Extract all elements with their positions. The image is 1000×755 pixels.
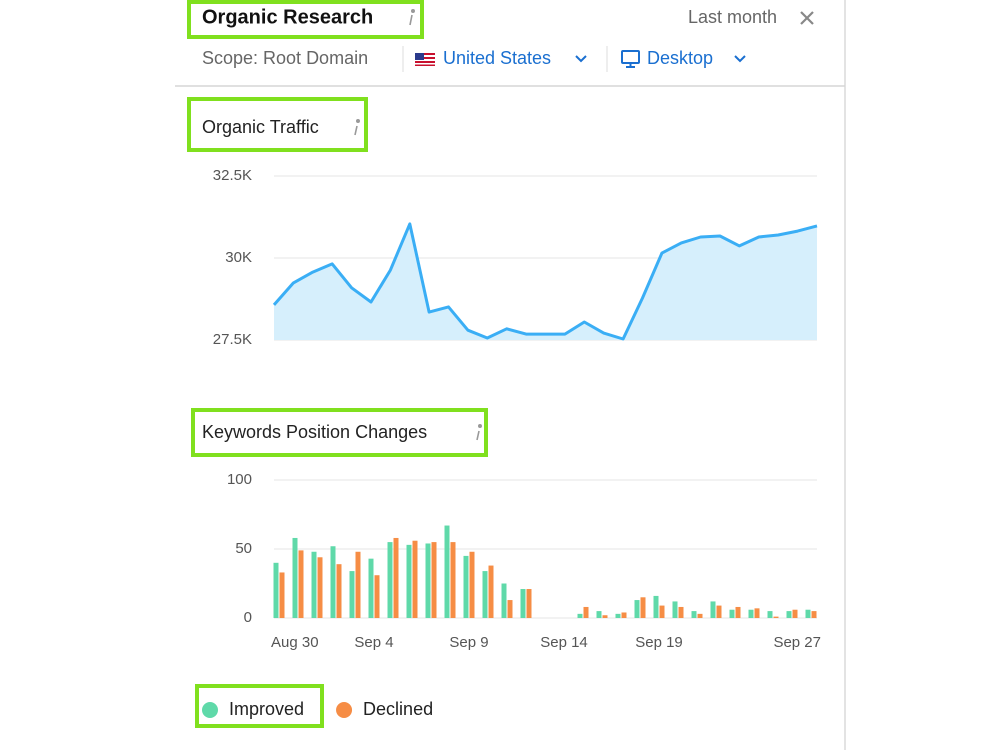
bar bbox=[368, 558, 374, 618]
bar bbox=[716, 605, 722, 618]
x-tick-label: Sep 27 bbox=[773, 634, 821, 651]
bar bbox=[767, 611, 773, 618]
info-icon bbox=[476, 423, 482, 441]
bar bbox=[292, 537, 298, 618]
bar bbox=[811, 611, 817, 618]
highlight-box bbox=[187, 97, 368, 152]
bar bbox=[754, 608, 760, 618]
line bbox=[272, 222, 818, 341]
bar bbox=[748, 609, 754, 618]
bar bbox=[697, 613, 703, 618]
highlight-box bbox=[195, 684, 324, 728]
bar bbox=[425, 543, 431, 618]
bar bbox=[317, 557, 323, 618]
scope-label: Scope: Root Domain bbox=[202, 48, 368, 68]
bar bbox=[678, 606, 684, 618]
y-tick-label: 32.5K bbox=[213, 167, 252, 184]
x-tick-label: Sep 19 bbox=[635, 634, 683, 651]
bar bbox=[355, 551, 361, 618]
bar bbox=[431, 542, 437, 618]
keywords-chart: 0 50 100 Aug 30 Sep 4 Sep 9 Sep 14 Sep 19 Sep 27 bbox=[227, 471, 821, 651]
bar bbox=[336, 564, 342, 618]
bar bbox=[387, 542, 393, 618]
bar bbox=[406, 544, 412, 618]
bar bbox=[596, 611, 602, 618]
desktop-icon bbox=[621, 50, 640, 68]
legend: Improved Declined bbox=[202, 699, 433, 719]
country-selector[interactable]: United States bbox=[443, 48, 551, 68]
bar bbox=[583, 606, 589, 618]
bar bbox=[691, 611, 697, 618]
area bbox=[274, 223, 817, 340]
bar bbox=[412, 540, 418, 618]
bar bbox=[786, 611, 792, 618]
info-icon bbox=[354, 119, 360, 136]
bar bbox=[482, 571, 488, 618]
traffic-chart: 27.5K 30K 32.5K bbox=[213, 167, 818, 348]
legend-marker bbox=[336, 702, 353, 718]
bar bbox=[450, 542, 456, 618]
highlight-box bbox=[191, 408, 488, 457]
bar bbox=[640, 597, 646, 618]
y-tick-label: 50 bbox=[235, 540, 252, 557]
bar bbox=[488, 565, 494, 618]
bar bbox=[672, 601, 678, 618]
y-tick-label: 0 bbox=[244, 609, 252, 626]
bar bbox=[729, 609, 735, 618]
x-tick-label: Sep 9 bbox=[449, 634, 488, 651]
bar bbox=[463, 555, 469, 618]
y-tick-label: 27.5K bbox=[213, 331, 252, 348]
bar bbox=[330, 546, 336, 618]
bar bbox=[710, 601, 716, 618]
bar bbox=[773, 616, 779, 618]
info-icon bbox=[409, 9, 415, 26]
legend-label: Declined bbox=[363, 699, 433, 719]
close-button[interactable] bbox=[800, 11, 814, 25]
highlight-box bbox=[187, 0, 424, 39]
bar bbox=[349, 571, 355, 618]
bar bbox=[577, 613, 583, 618]
bar bbox=[374, 575, 380, 618]
bar bbox=[653, 595, 659, 618]
bar bbox=[602, 615, 608, 618]
bar bbox=[507, 600, 513, 618]
legend-label: Improved bbox=[229, 699, 304, 719]
bar bbox=[444, 525, 450, 618]
bar bbox=[393, 537, 399, 618]
bar bbox=[501, 583, 507, 618]
x-tick-label: Aug 30 bbox=[271, 634, 319, 651]
widget-title: Organic Research bbox=[202, 6, 373, 28]
bar bbox=[735, 606, 741, 618]
bar bbox=[615, 613, 621, 618]
us-flag-icon bbox=[415, 53, 435, 66]
bar bbox=[634, 600, 640, 618]
bar bbox=[659, 605, 665, 618]
bar bbox=[520, 589, 526, 618]
period-selector[interactable]: Last month bbox=[688, 7, 777, 27]
x-tick-label: Sep 4 bbox=[354, 634, 393, 651]
bar bbox=[311, 551, 317, 618]
section-title: Keywords Position Changes bbox=[202, 422, 427, 442]
chevron-icon bbox=[575, 55, 587, 63]
chevron-icon bbox=[734, 55, 746, 63]
bar bbox=[298, 550, 304, 618]
section-title: Organic Traffic bbox=[202, 117, 319, 137]
bar bbox=[792, 609, 798, 618]
bar bbox=[526, 589, 532, 618]
bar bbox=[805, 609, 811, 618]
x-tick-label: Sep 14 bbox=[540, 634, 588, 651]
bar bbox=[273, 562, 279, 618]
bar bbox=[469, 551, 475, 618]
y-tick-label: 30K bbox=[225, 249, 252, 266]
bar bbox=[621, 612, 627, 618]
device-selector[interactable]: Desktop bbox=[647, 48, 713, 68]
bar bbox=[279, 572, 285, 618]
y-tick-label: 100 bbox=[227, 471, 252, 488]
legend-marker bbox=[202, 702, 218, 718]
